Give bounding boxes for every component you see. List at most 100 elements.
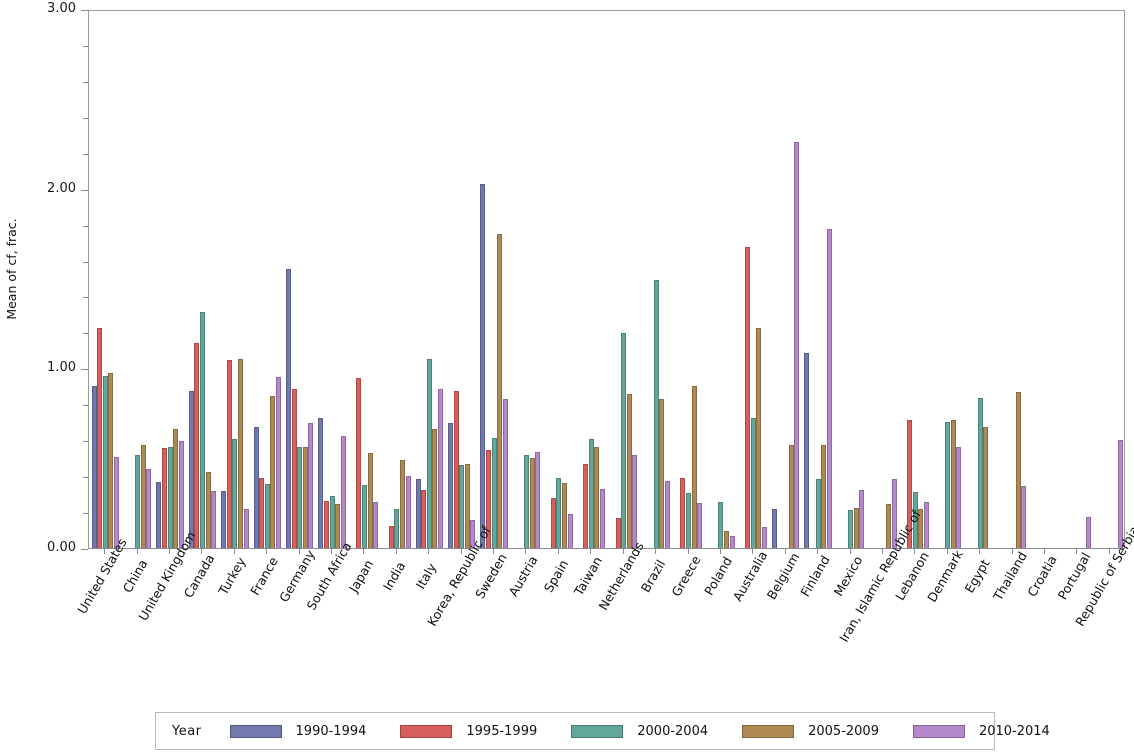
bar[interactable] [821,444,827,548]
bar[interactable] [1086,516,1092,548]
bar[interactable] [886,503,892,548]
bar[interactable] [291,389,297,548]
legend-item[interactable]: 2000-2004 [571,724,708,739]
bar[interactable] [594,447,600,548]
bar[interactable] [588,439,594,548]
bar[interactable] [415,478,421,548]
bar[interactable] [459,465,465,548]
bar[interactable] [480,184,486,548]
bar[interactable] [523,455,529,548]
bar[interactable] [956,446,962,548]
bar[interactable] [367,452,373,548]
bar[interactable] [447,423,453,548]
bar[interactable] [426,359,432,548]
bar[interactable] [697,503,703,548]
bar[interactable] [502,398,508,548]
bar[interactable] [264,484,270,548]
bar[interactable] [356,378,362,548]
bar[interactable] [491,437,497,548]
bar[interactable] [794,141,800,548]
bar[interactable] [302,447,308,548]
bar[interactable] [194,343,200,548]
bar[interactable] [108,372,114,548]
bar[interactable] [680,477,686,548]
bar[interactable] [211,491,217,548]
bar[interactable] [567,513,573,548]
bar[interactable] [91,386,97,548]
bar[interactable] [826,229,832,548]
bar[interactable] [329,495,335,548]
bar[interactable] [497,234,503,548]
bar[interactable] [102,376,108,548]
bar[interactable] [718,502,724,548]
bar[interactable] [140,444,146,548]
legend-item[interactable]: 1995-1999 [400,724,537,739]
bar[interactable] [421,489,427,548]
bar[interactable] [243,509,249,548]
bar[interactable] [788,444,794,548]
bar[interactable] [373,502,379,548]
bar[interactable] [550,497,556,548]
bar[interactable] [750,417,756,548]
bar[interactable] [259,477,265,548]
bar[interactable] [308,423,314,548]
bar[interactable] [161,448,167,548]
bar[interactable] [664,480,670,548]
bar[interactable] [297,446,303,548]
bar[interactable] [156,482,162,548]
bar[interactable] [853,508,859,548]
bar[interactable] [977,397,983,548]
bar[interactable] [924,502,930,548]
bar[interactable] [691,386,697,548]
bar[interactable] [918,509,924,548]
bar[interactable] [535,451,541,548]
bar[interactable] [772,509,778,548]
bar[interactable] [232,439,238,548]
bar[interactable] [146,468,152,548]
bar[interactable] [599,488,605,548]
bar[interactable] [340,435,346,548]
bar[interactable] [561,483,567,548]
bar[interactable] [621,333,627,548]
bar[interactable] [361,485,367,548]
bar[interactable] [1021,486,1027,548]
bar[interactable] [615,518,621,548]
bar[interactable] [632,454,638,548]
legend-item[interactable]: 1990-1994 [229,724,366,739]
bar[interactable] [432,428,438,548]
bar[interactable] [950,419,956,548]
bar[interactable] [221,491,227,548]
bar[interactable] [237,359,243,548]
bar[interactable] [891,478,897,548]
bar[interactable] [275,377,281,548]
bar[interactable] [167,446,173,548]
legend-item[interactable]: 2005-2009 [742,724,879,739]
bar[interactable] [848,510,854,548]
bar[interactable] [405,476,411,548]
bar[interactable] [199,311,205,548]
bar[interactable] [859,489,865,548]
bar[interactable] [626,393,632,548]
bar[interactable] [335,503,341,548]
bar[interactable] [729,536,735,548]
bar[interactable] [485,450,491,548]
bar[interactable] [173,428,179,548]
legend-item[interactable]: 2010-2014 [912,724,1050,739]
bar[interactable] [437,389,443,548]
bar[interactable] [226,360,232,548]
bar[interactable] [653,280,659,548]
bar[interactable] [659,398,665,548]
bar[interactable] [724,530,730,548]
bar[interactable] [399,459,405,548]
bar[interactable] [762,527,768,548]
bar[interactable] [1015,391,1021,548]
bar[interactable] [113,457,119,548]
bar[interactable] [205,471,211,548]
bar[interactable] [529,458,535,548]
bar[interactable] [394,509,400,548]
bar[interactable] [97,327,103,548]
bar[interactable] [135,454,141,548]
bar[interactable] [470,520,476,548]
bar[interactable] [464,464,470,548]
bar[interactable] [178,441,184,548]
